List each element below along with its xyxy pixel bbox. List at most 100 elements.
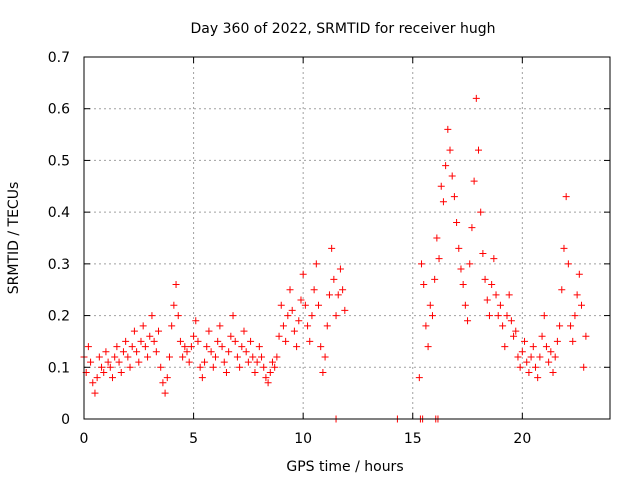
data-point xyxy=(192,317,200,325)
data-point xyxy=(485,312,493,320)
data-point xyxy=(236,363,244,371)
data-point xyxy=(198,374,206,382)
data-point xyxy=(299,270,307,278)
data-point xyxy=(91,389,99,397)
data-point xyxy=(144,353,152,361)
data-point xyxy=(549,368,557,376)
data-point xyxy=(470,177,478,185)
data-point xyxy=(464,317,472,325)
data-point xyxy=(418,260,426,268)
data-point xyxy=(152,348,160,356)
data-point xyxy=(457,265,465,273)
data-point xyxy=(220,358,228,366)
data-point xyxy=(483,296,491,304)
data-point xyxy=(306,337,314,345)
data-point xyxy=(115,358,123,366)
data-point xyxy=(128,343,136,351)
data-point xyxy=(468,224,476,232)
data-point xyxy=(271,363,279,371)
data-point xyxy=(527,353,535,361)
data-point xyxy=(222,368,230,376)
data-point xyxy=(433,234,441,242)
data-point xyxy=(168,322,176,330)
data-point xyxy=(536,353,544,361)
data-point xyxy=(315,301,323,309)
data-point xyxy=(216,322,224,330)
data-point xyxy=(472,94,480,102)
data-point xyxy=(553,337,561,345)
data-point xyxy=(150,337,158,345)
data-point xyxy=(170,301,178,309)
data-point xyxy=(139,322,147,330)
data-point xyxy=(308,312,316,320)
data-point xyxy=(155,327,163,335)
data-point xyxy=(98,363,106,371)
data-point xyxy=(571,312,579,320)
data-point xyxy=(481,275,489,283)
data-point xyxy=(301,301,309,309)
data-point xyxy=(332,312,340,320)
data-point xyxy=(492,291,500,299)
data-point xyxy=(545,358,553,366)
data-point xyxy=(466,260,474,268)
data-point xyxy=(262,374,270,382)
data-point xyxy=(137,337,145,345)
data-point xyxy=(174,312,182,320)
data-point xyxy=(582,332,590,340)
data-point xyxy=(496,301,504,309)
data-point xyxy=(179,353,187,361)
data-point xyxy=(448,172,456,180)
data-point xyxy=(578,301,586,309)
x-tick-label: 5 xyxy=(189,431,198,447)
data-point xyxy=(556,322,564,330)
data-point xyxy=(104,358,112,366)
data-point xyxy=(113,343,121,351)
data-point xyxy=(251,368,259,376)
data-point xyxy=(255,343,263,351)
data-point xyxy=(534,374,542,382)
data-point xyxy=(157,363,165,371)
axis-ticks: 0 0.1 0.2 0.3 0.4 0.5 0.6 0.7 0 5 10 15 20 xyxy=(48,50,610,447)
data-point xyxy=(266,368,274,376)
data-point xyxy=(567,322,575,330)
data-point xyxy=(176,337,184,345)
data-point xyxy=(312,260,320,268)
data-point xyxy=(325,291,333,299)
data-point xyxy=(490,255,498,263)
data-point xyxy=(415,374,423,382)
data-point xyxy=(163,374,171,382)
data-point xyxy=(455,244,463,252)
data-point xyxy=(209,363,217,371)
data-point xyxy=(185,358,193,366)
data-point xyxy=(507,317,515,325)
data-point xyxy=(231,337,239,345)
data-point xyxy=(196,363,204,371)
data-point xyxy=(580,363,588,371)
data-point xyxy=(446,146,454,154)
data-point xyxy=(503,312,511,320)
data-point xyxy=(297,296,305,304)
data-point xyxy=(437,182,445,190)
data-point xyxy=(286,286,294,294)
y-tick-label: 0.1 xyxy=(48,360,70,376)
data-point xyxy=(183,348,191,356)
data-point xyxy=(161,389,169,397)
data-point xyxy=(323,322,331,330)
data-point xyxy=(95,353,103,361)
data-point xyxy=(212,353,219,361)
data-point xyxy=(273,353,281,361)
data-point xyxy=(551,353,559,361)
data-point xyxy=(233,353,241,361)
data-point xyxy=(253,358,261,366)
data-point xyxy=(558,286,566,294)
data-point xyxy=(240,327,248,335)
y-axis-label: SRMTID / TECUs xyxy=(6,182,22,295)
plot-frame xyxy=(83,56,611,420)
data-point xyxy=(203,343,211,351)
data-point xyxy=(288,306,296,314)
data-point xyxy=(516,363,524,371)
data-point xyxy=(319,368,327,376)
chart-title: Day 360 of 2022, SRMTID for receiver hug… xyxy=(191,21,496,37)
grid-lines xyxy=(84,57,610,419)
